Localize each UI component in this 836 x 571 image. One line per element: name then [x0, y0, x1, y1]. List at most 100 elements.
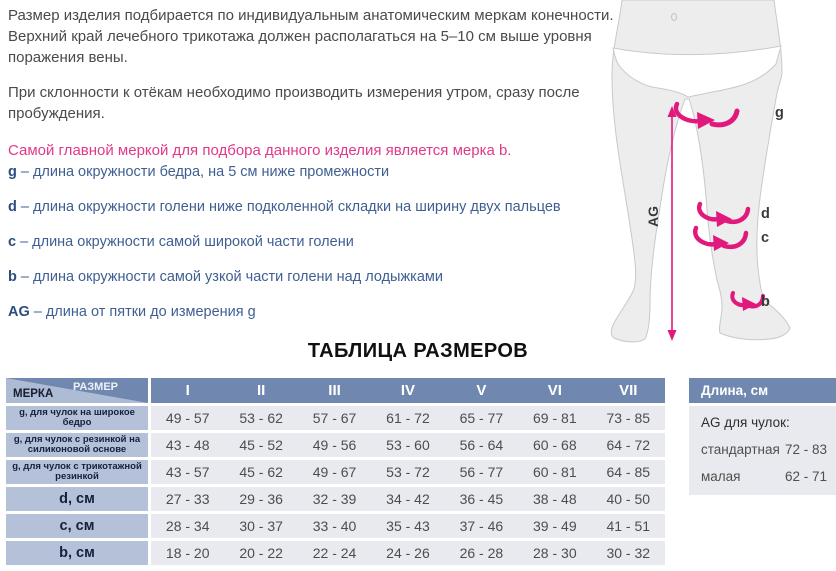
cell: 45 - 62: [239, 464, 283, 480]
ag-measure-line: [667, 106, 677, 341]
row-values: 28 - 34 30 - 37 33 - 40 35 - 43 37 - 46 …: [151, 514, 665, 538]
diagram-label-g: g: [775, 105, 784, 121]
diagram-label-ag: AG: [645, 206, 661, 227]
cell: 30 - 32: [606, 545, 651, 561]
table-row: d, см 27 - 33 29 - 36 32 - 39 34 - 42 36…: [6, 487, 665, 511]
cell: 64 - 85: [606, 464, 651, 480]
cell: 37 - 46: [459, 518, 504, 534]
legend-dash: –: [20, 234, 29, 250]
cell: 43 - 57: [165, 464, 210, 480]
cell: 28 - 30: [533, 545, 577, 561]
column-header-7: VII: [619, 382, 638, 399]
row-values: 43 - 48 45 - 52 49 - 56 53 - 60 56 - 64 …: [151, 433, 665, 457]
row-label: b, см: [6, 541, 148, 565]
row-label: g, для чулок на широкое бедро: [6, 406, 148, 430]
intro-paragraph-1: Размер изделия подбирается по индивидуал…: [8, 7, 614, 66]
legend-key-b: b: [8, 269, 17, 285]
length-row-standard: стандартная 72 - 83: [701, 442, 827, 457]
size-table-header: РАЗМЕР МЕРКА I II III IV V VI VII: [6, 378, 665, 403]
cell: 49 - 56: [312, 437, 357, 453]
cell: 30 - 37: [239, 518, 283, 534]
cell: 57 - 67: [312, 410, 357, 426]
cell: 43 - 48: [165, 437, 210, 453]
length-panel-header: Длина, см: [689, 378, 836, 403]
cell: 27 - 33: [165, 491, 210, 507]
cell: 73 - 85: [606, 410, 651, 426]
table-row: c, см 28 - 34 30 - 37 33 - 40 35 - 43 37…: [6, 514, 665, 538]
measurement-legend: g – длина окружности бедра, на 5 см ниже п…: [8, 165, 668, 340]
legend-dash: –: [20, 164, 29, 180]
d-measure-arrow: [696, 201, 751, 227]
cell: 45 - 52: [239, 437, 283, 453]
cell: 28 - 34: [165, 518, 210, 534]
length-row-small: малая 62 - 71: [701, 469, 827, 484]
cell: 41 - 51: [606, 518, 651, 534]
row-label: g, для чулок с резинкой на силиконовой о…: [6, 433, 148, 457]
underwear-shape: [612, 45, 782, 98]
cell: 38 - 48: [533, 491, 577, 507]
row-values: 27 - 33 29 - 36 32 - 39 34 - 42 36 - 45 …: [151, 487, 665, 511]
c-measure-arrow: [692, 225, 749, 251]
cell: 32 - 39: [312, 491, 357, 507]
g-measure-arrow: [673, 101, 740, 129]
row-values: 18 - 20 20 - 22 22 - 24 24 - 26 26 - 28 …: [151, 541, 665, 565]
legend-key-ag: AG: [8, 304, 30, 320]
intro-block: Размер изделия подбирается по индивидуал…: [8, 5, 622, 161]
cell: 34 - 42: [386, 491, 430, 507]
intro-paragraph-2: При склонности к отёкам необходимо произ…: [8, 84, 580, 122]
b-measure-arrow: [730, 291, 765, 311]
cell: 53 - 62: [239, 410, 283, 426]
column-header-6: VI: [547, 382, 562, 399]
legend-text-c: длина окружности самой широкой части гол…: [32, 234, 354, 250]
legend-key-c: c: [8, 234, 17, 250]
table-row: g, для чулок с трикотажной резинкой 43 -…: [6, 460, 665, 484]
row-label: d, см: [6, 487, 148, 511]
table-row: g, для чулок с резинкой на силиконовой о…: [6, 433, 665, 457]
row-values: 49 - 57 53 - 62 57 - 67 61 - 72 65 - 77 …: [151, 406, 665, 430]
cell: 18 - 20: [165, 545, 210, 561]
length-value: 62 - 71: [784, 469, 827, 484]
cell: 56 - 64: [459, 437, 504, 453]
cell: 60 - 68: [533, 437, 577, 453]
column-header-2: II: [256, 382, 266, 399]
cell: 61 - 72: [386, 410, 430, 426]
legend-item-d: d – длина окружности голени ниже подколенн…: [8, 200, 668, 215]
cell: 24 - 26: [386, 545, 430, 561]
navel: [670, 12, 678, 22]
cell: 39 - 49: [533, 518, 577, 534]
cell: 60 - 81: [533, 464, 577, 480]
cell: 29 - 36: [239, 491, 283, 507]
corner-label-size: РАЗМЕР: [72, 381, 118, 393]
legend-item-b: b – длина окружности самой узкой части гол…: [8, 270, 668, 285]
cell: 40 - 50: [606, 491, 651, 507]
cell: 53 - 72: [386, 464, 430, 480]
size-columns: I II III IV V VI VII: [151, 378, 665, 403]
legs-diagram: AG g d c b: [610, 0, 791, 343]
column-header-4: IV: [400, 382, 416, 399]
column-header-5: V: [476, 382, 487, 399]
legend-key-g: g: [8, 164, 17, 180]
cell: 64 - 72: [606, 437, 651, 453]
column-header-3: III: [328, 382, 341, 399]
cell: 56 - 77: [459, 464, 504, 480]
row-label: c, см: [6, 514, 148, 538]
table-title: ТАБЛИЦА РАЗМЕРОВ: [307, 340, 529, 362]
length-value: 72 - 83: [784, 442, 827, 457]
column-header-1: I: [185, 382, 190, 399]
cell: 20 - 22: [239, 545, 283, 561]
cell: 49 - 67: [312, 464, 357, 480]
cell: 36 - 45: [459, 491, 504, 507]
cell: 26 - 28: [459, 545, 504, 561]
row-values: 43 - 57 45 - 62 49 - 67 53 - 72 56 - 77 …: [151, 460, 665, 484]
length-panel-body: AG для чулок: стандартная 72 - 83 малая …: [689, 406, 836, 495]
legend-item-ag: AG – длина от пятки до измерения g: [8, 305, 668, 320]
legend-text-ag: длина от пятки до измерения g: [45, 304, 256, 320]
legend-dash: –: [20, 269, 29, 285]
legend-dash: –: [33, 304, 42, 320]
diagram-label-c: c: [761, 230, 769, 246]
corner-cell: РАЗМЕР МЕРКА: [6, 378, 148, 403]
length-label: малая: [701, 469, 741, 484]
diagram-label-d: d: [761, 206, 770, 222]
cell: 22 - 24: [312, 545, 357, 561]
